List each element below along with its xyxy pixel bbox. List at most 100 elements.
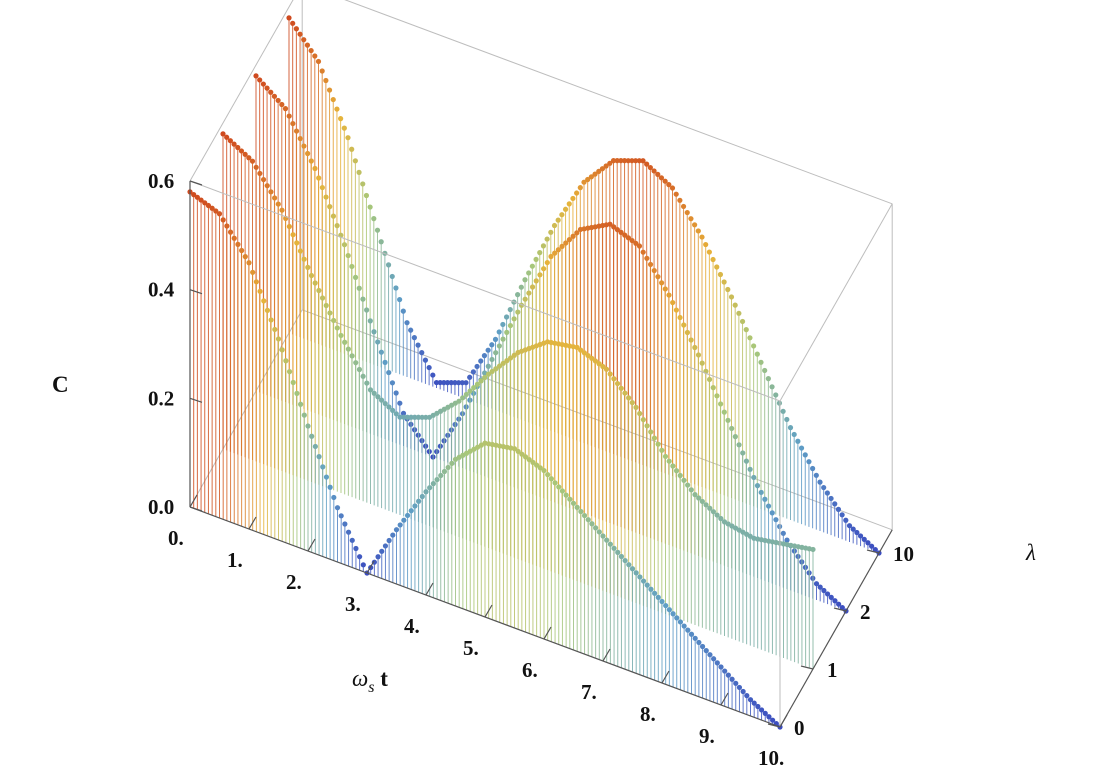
data-point bbox=[304, 42, 311, 48]
x-tick-label: 7. bbox=[581, 680, 597, 704]
data-point bbox=[843, 517, 849, 523]
data-point bbox=[360, 373, 366, 379]
data-point bbox=[780, 408, 786, 414]
data-point bbox=[386, 369, 392, 376]
box-edge bbox=[189, 0, 294, 182]
data-point bbox=[275, 336, 282, 342]
data-point bbox=[699, 360, 705, 366]
data-point bbox=[390, 532, 396, 538]
data-point bbox=[725, 417, 731, 423]
data-point bbox=[470, 369, 476, 375]
data-point bbox=[282, 106, 289, 112]
data-point bbox=[419, 414, 425, 420]
data-point bbox=[637, 574, 643, 580]
x-tick-mark bbox=[661, 670, 670, 684]
data-point bbox=[795, 438, 801, 444]
data-point bbox=[515, 292, 521, 298]
data-point bbox=[559, 212, 565, 218]
data-point bbox=[541, 266, 547, 272]
x-tick-mark bbox=[720, 692, 729, 706]
data-point bbox=[784, 416, 790, 423]
data-point bbox=[729, 676, 735, 682]
data-point bbox=[607, 221, 613, 227]
data-point bbox=[722, 668, 728, 674]
data-point bbox=[740, 688, 746, 695]
data-point bbox=[286, 223, 292, 230]
data-point bbox=[360, 296, 366, 302]
data-point bbox=[438, 472, 444, 479]
data-point bbox=[832, 501, 838, 507]
y-tick-label: 1 bbox=[827, 658, 838, 682]
data-point bbox=[316, 175, 322, 181]
data-point bbox=[739, 318, 746, 325]
data-point bbox=[478, 358, 484, 364]
y-tick-mark bbox=[800, 665, 814, 670]
data-point bbox=[607, 160, 613, 166]
data-point bbox=[202, 200, 208, 206]
box-edge bbox=[344, 0, 893, 205]
data-point bbox=[308, 272, 315, 279]
data-point bbox=[622, 557, 628, 564]
data-point bbox=[677, 197, 683, 203]
data-point bbox=[658, 175, 665, 181]
data-point bbox=[663, 602, 669, 609]
data-point bbox=[813, 472, 819, 478]
data-point bbox=[688, 487, 694, 493]
data-point bbox=[673, 468, 680, 474]
data-point bbox=[360, 562, 366, 568]
data-point bbox=[246, 260, 252, 266]
data-point bbox=[611, 545, 617, 551]
data-point bbox=[471, 385, 477, 391]
box-edge bbox=[302, 309, 893, 531]
data-point bbox=[821, 587, 827, 594]
data-point bbox=[669, 185, 676, 191]
data-point bbox=[246, 155, 252, 161]
data-point bbox=[718, 515, 724, 522]
data-point bbox=[371, 390, 377, 396]
data-point bbox=[666, 182, 672, 188]
data-point bbox=[703, 502, 709, 508]
data-point bbox=[290, 120, 296, 127]
x-tick-label: 9. bbox=[699, 724, 715, 748]
data-point bbox=[249, 158, 256, 164]
x-tick-mark bbox=[248, 516, 257, 530]
data-point bbox=[382, 400, 388, 407]
data-point bbox=[563, 240, 569, 246]
data-point bbox=[378, 397, 385, 403]
data-point bbox=[670, 463, 676, 469]
data-point bbox=[769, 510, 775, 516]
data-point bbox=[323, 474, 330, 480]
data-point bbox=[577, 185, 583, 191]
data-point bbox=[567, 496, 573, 502]
y-tick-label: 2 bbox=[860, 600, 871, 624]
data-point bbox=[320, 464, 326, 470]
data-point bbox=[260, 81, 266, 87]
data-point bbox=[614, 158, 620, 164]
data-point bbox=[758, 707, 765, 713]
data-point bbox=[430, 481, 436, 487]
data-point bbox=[614, 227, 620, 233]
data-point bbox=[692, 635, 698, 641]
data-point bbox=[570, 195, 576, 202]
data-point bbox=[526, 457, 532, 463]
data-point bbox=[257, 77, 263, 83]
data-point bbox=[813, 581, 820, 587]
z-tick-mark bbox=[189, 289, 203, 295]
data-point bbox=[710, 509, 717, 515]
data-point bbox=[493, 366, 499, 372]
data-point bbox=[279, 347, 285, 353]
data-point bbox=[684, 209, 690, 216]
data-point bbox=[629, 158, 635, 164]
data-point bbox=[762, 367, 768, 374]
data-point bbox=[773, 517, 779, 523]
data-point bbox=[408, 508, 414, 514]
data-point bbox=[349, 537, 355, 543]
data-point bbox=[423, 489, 429, 495]
z-tick-label: 0.0 bbox=[148, 495, 174, 519]
data-point bbox=[846, 523, 853, 529]
data-point bbox=[467, 374, 473, 380]
x-tick-mark bbox=[189, 494, 198, 508]
data-point bbox=[721, 279, 727, 285]
data-point bbox=[367, 318, 373, 324]
data-point bbox=[364, 380, 370, 386]
